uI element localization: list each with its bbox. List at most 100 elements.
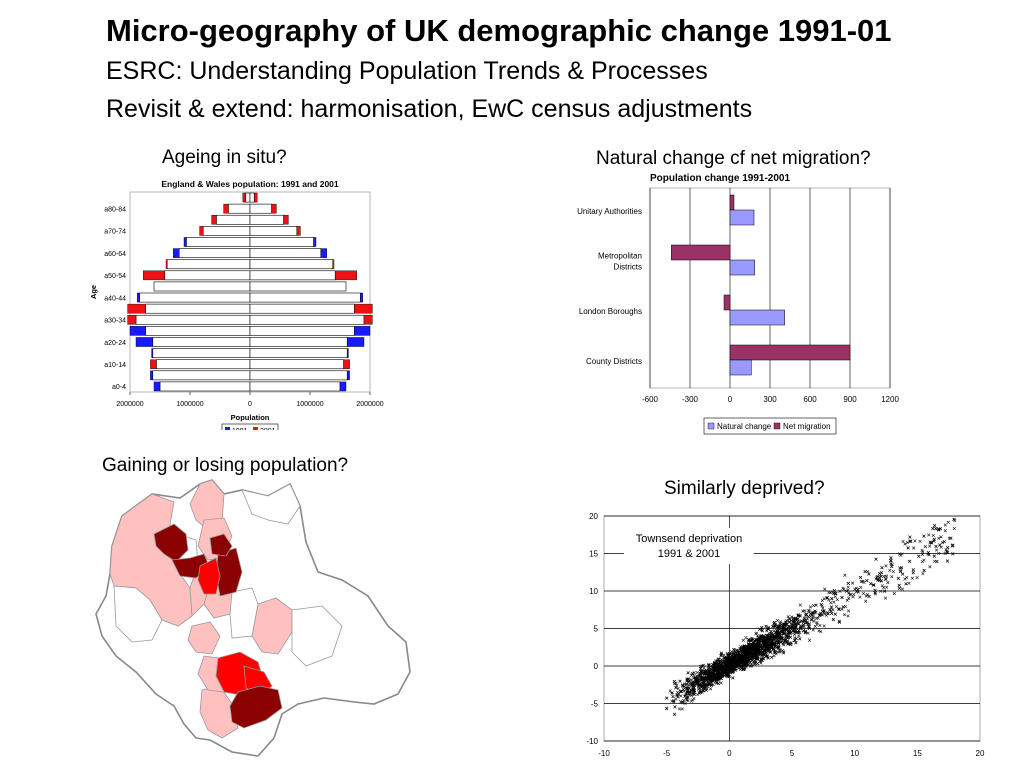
pyramid-age-label: a10-14: [104, 362, 126, 369]
scatter-point: [803, 609, 807, 613]
pyramid-bar-a15-19-left: [152, 348, 251, 358]
pyramid-bar-a55-59-right: [249, 259, 334, 270]
scatter-point: [700, 690, 704, 694]
scatter-point: [943, 529, 947, 533]
bar-xtick-label: 1200: [881, 395, 899, 404]
scatter-point: [787, 620, 792, 624]
scatter-point: [880, 566, 884, 570]
scatter-ytick-label: 20: [589, 512, 598, 521]
scatter-annotation-line: Townsend deprivation: [636, 533, 742, 545]
scatter-point: [928, 544, 932, 548]
bar-net-migration: [723, 294, 731, 311]
scatter-point: [878, 575, 882, 580]
scatter-point: [759, 634, 763, 638]
scatter-point: [699, 665, 703, 669]
scatter-point: [665, 696, 669, 700]
scatter-point: [723, 667, 727, 672]
scatter-point: [704, 668, 708, 673]
scatter-point: [846, 614, 850, 618]
scatter-point: [704, 684, 708, 688]
pyramid-bar-a60-64-left: [178, 248, 251, 258]
scatter-point: [903, 577, 907, 581]
scatter-point: [760, 653, 764, 657]
scatter-ytick-label: -5: [591, 700, 599, 709]
scatter-point: [945, 549, 949, 553]
scatter-point: [787, 642, 791, 646]
scatter-point: [675, 690, 680, 694]
scatter-point: [773, 623, 777, 628]
scatter-point: [754, 637, 758, 642]
scatter-point: [792, 619, 796, 623]
scatter-point: [772, 629, 776, 633]
scatter-point: [782, 631, 786, 635]
pyramid-bar-a60-64-right: [249, 248, 322, 258]
scatter-point: [886, 580, 890, 585]
scatter-point: [823, 587, 827, 591]
scatter-point: [748, 664, 752, 668]
scatter-point: [859, 585, 863, 589]
scatter-point: [755, 656, 759, 660]
scatter-point: [732, 647, 736, 652]
scatter-point: [748, 645, 752, 649]
townsend-scatter-chart: 20 15 10 5 0 -5 -10-10 -5 0 5 10 15 20 Townsend depri…: [586, 512, 985, 758]
scatter-point: [714, 659, 718, 663]
scatter-point: [940, 541, 944, 545]
scatter-point: [756, 644, 761, 648]
scatter-point: [780, 648, 785, 653]
scatter-point: [715, 675, 719, 679]
scatter-point: [768, 644, 772, 649]
scatter-point: [813, 624, 817, 628]
scatter-point: [764, 647, 768, 651]
pyramid-bar-a85+-left: [245, 192, 251, 203]
scatter-point: [693, 677, 697, 682]
scatter-point: [741, 649, 746, 653]
scatter-point: [915, 576, 919, 580]
scatter-point: [686, 677, 690, 681]
bar-natural-change: [729, 259, 755, 276]
scatter-point: [833, 612, 837, 616]
pyramid-bar-a65-69-left: [186, 237, 251, 247]
scatter-point: [833, 591, 837, 596]
map-area-white-1: [241, 483, 301, 525]
scatter-point: [735, 648, 739, 652]
scatter-point: [771, 647, 776, 651]
scatter-point: [797, 628, 801, 633]
pyramid-bar-a5-9-right: [249, 370, 348, 381]
scatter-point: [761, 645, 765, 650]
pyramid-bar-a25-29-left: [145, 326, 251, 336]
scatter-point: [761, 651, 765, 655]
pyramid-bar-a45-49-right: [249, 281, 347, 292]
scatter-point: [723, 656, 727, 660]
scatter-point: [691, 682, 695, 686]
scatter-point: [773, 624, 777, 628]
scatter-point: [952, 517, 956, 521]
scatter-point: [759, 651, 763, 656]
scatter-point: [759, 657, 763, 661]
scatter-point: [775, 629, 780, 633]
pyramid-age-label: a0-4: [112, 384, 126, 391]
scatter-point: [937, 536, 941, 540]
scatter-point: [951, 552, 955, 556]
scatter-point: [936, 528, 941, 532]
scatter-xtick-label: 15: [913, 749, 922, 758]
scatter-point: [685, 690, 689, 694]
scatter-point: [822, 624, 826, 628]
scatter-point: [891, 569, 895, 574]
scatter-point: [750, 655, 755, 659]
scatter-point: [673, 705, 677, 709]
scatter-point: [707, 682, 711, 687]
scatter-point: [911, 571, 915, 575]
map-area-red-centre: [197, 557, 221, 595]
scatter-point: [685, 679, 689, 683]
scatter-point: [757, 638, 761, 642]
pyramid-diff-a60-64-left: [172, 248, 180, 258]
scatter-point: [804, 629, 808, 634]
scatter-point: [773, 624, 777, 629]
scatter-point: [858, 595, 862, 599]
scatter-point: [795, 630, 799, 634]
scatter-point: [928, 540, 932, 544]
scatter-point: [786, 615, 790, 619]
scatter-point: [834, 592, 838, 596]
scatter-point: [768, 631, 772, 636]
scatter-point: [903, 542, 907, 546]
